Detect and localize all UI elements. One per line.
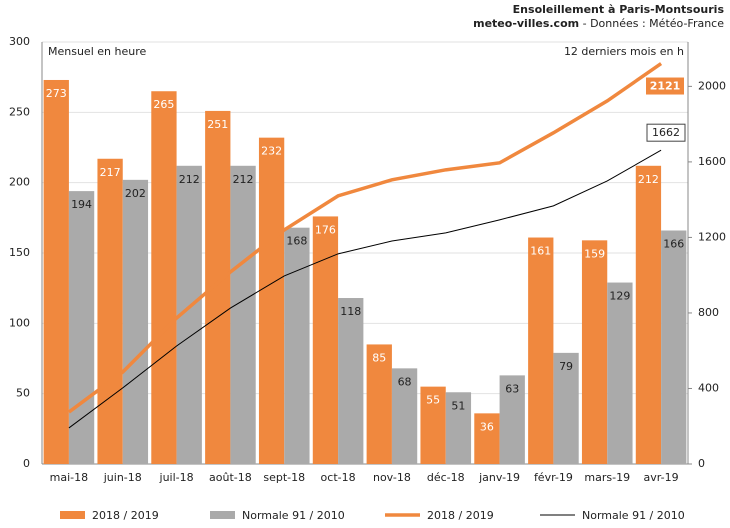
bar-value-label: 194 [71,198,92,211]
bar [258,137,285,465]
chart-title: Ensoleillement à Paris-Montsouris [513,3,725,16]
end-label: 1662 [652,126,680,139]
bar-value-label: 212 [638,173,659,186]
x-tick-label: juin-18 [103,471,142,484]
x-tick-label: nov-18 [373,471,411,484]
subtitle-rest: - Données : Météo-France [579,17,724,30]
bar-value-label: 159 [584,247,605,260]
y-tick-label: 50 [16,387,30,400]
x-tick-label: avr-19 [644,471,679,484]
bar-value-label: 55 [426,394,440,407]
x-tick-label: févr-19 [534,471,573,484]
chart-subtitle: meteo-villes.com - Données : Météo-Franc… [473,17,724,30]
bar-value-label: 36 [480,420,494,433]
end-label: 2121 [650,80,681,93]
y-tick-label: 250 [9,105,30,118]
line [67,62,663,414]
x-tick-label: juil-18 [159,471,194,484]
bar-value-label: 251 [207,118,228,131]
bar-value-label: 68 [398,375,412,388]
bar-value-label: 166 [663,237,684,250]
x-tick-label: oct-18 [321,471,356,484]
x-tick-label: déc-18 [427,471,465,484]
y2-tick-label: 0 [698,457,705,470]
x-tick-label: janv-19 [478,471,520,484]
bar [366,344,392,464]
bar [43,79,69,464]
bar-value-label: 273 [46,87,67,100]
end-label-box [646,77,684,95]
bar-value-label: 118 [340,305,361,318]
bar [151,91,177,464]
bar [312,216,339,464]
bar-value-label: 176 [315,223,336,236]
bar-value-label: 161 [530,245,551,258]
y-tick-label: 200 [9,176,30,189]
bar [607,282,633,464]
y-tick-label: 300 [9,35,30,48]
bar-value-label: 51 [451,399,465,412]
y-tick-label: 0 [23,457,30,470]
legend-label: 2018 / 2019 [427,509,494,522]
bar [284,227,310,464]
bar-value-label: 217 [100,166,121,179]
bar [338,298,364,464]
bar [205,110,231,464]
bar [97,158,123,464]
bar [445,392,472,464]
bar-value-label: 129 [609,290,630,303]
legend-label: Normale 91 / 2010 [582,509,685,522]
bar [553,352,579,464]
y2-tick-label: 2000 [698,79,726,92]
x-tick-label: mars-19 [584,471,630,484]
bar [122,179,149,464]
y2-tick-label: 1600 [698,155,726,168]
bar [68,191,95,464]
bar [474,413,500,464]
y-tick-label: 100 [9,316,30,329]
bar-value-label: 212 [179,173,200,186]
legend-swatch [210,511,235,519]
y2-annotation: 12 derniers mois en h [564,45,684,58]
end-label-box [646,123,686,142]
bar [661,230,687,464]
bar-value-label: 63 [505,382,519,395]
bar [635,165,662,464]
bar [420,386,446,464]
bar [581,240,608,464]
subtitle-source: meteo-villes.com [473,17,579,30]
legend-label: Normale 91 / 2010 [242,509,345,522]
bar [230,165,256,464]
y2-tick-label: 800 [698,306,719,319]
y2-tick-label: 400 [698,381,719,394]
bar-value-label: 85 [372,351,386,364]
bar-value-label: 79 [559,360,573,373]
x-tick-label: sept-18 [263,471,305,484]
bar-value-label: 202 [125,187,146,200]
bar-value-label: 232 [261,145,282,158]
y2-tick-label: 1200 [698,230,726,243]
bar [391,368,418,464]
legend-swatch [60,511,85,519]
bar [499,375,525,464]
bar-value-label: 212 [233,173,254,186]
x-tick-label: août-18 [209,471,252,484]
y-tick-label: 150 [9,246,30,259]
x-tick-label: mai-18 [50,471,88,484]
bar-value-label: 168 [286,235,307,248]
y-annotation: Mensuel en heure [48,45,146,58]
bar [528,237,554,464]
legend-label: 2018 / 2019 [92,509,159,522]
line [68,149,662,429]
bar-value-label: 265 [153,98,174,111]
grid [42,41,688,465]
